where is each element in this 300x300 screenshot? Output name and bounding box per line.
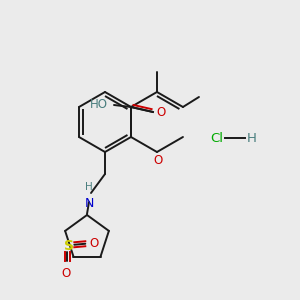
Text: H: H	[85, 182, 93, 192]
Text: O: O	[62, 267, 71, 280]
Text: O: O	[153, 154, 163, 167]
Text: HO: HO	[90, 98, 108, 112]
Text: O: O	[89, 237, 99, 250]
Text: H: H	[247, 131, 257, 145]
Text: Cl: Cl	[210, 131, 223, 145]
Text: S: S	[64, 239, 74, 253]
Text: O: O	[156, 106, 165, 118]
Text: N: N	[84, 197, 94, 210]
